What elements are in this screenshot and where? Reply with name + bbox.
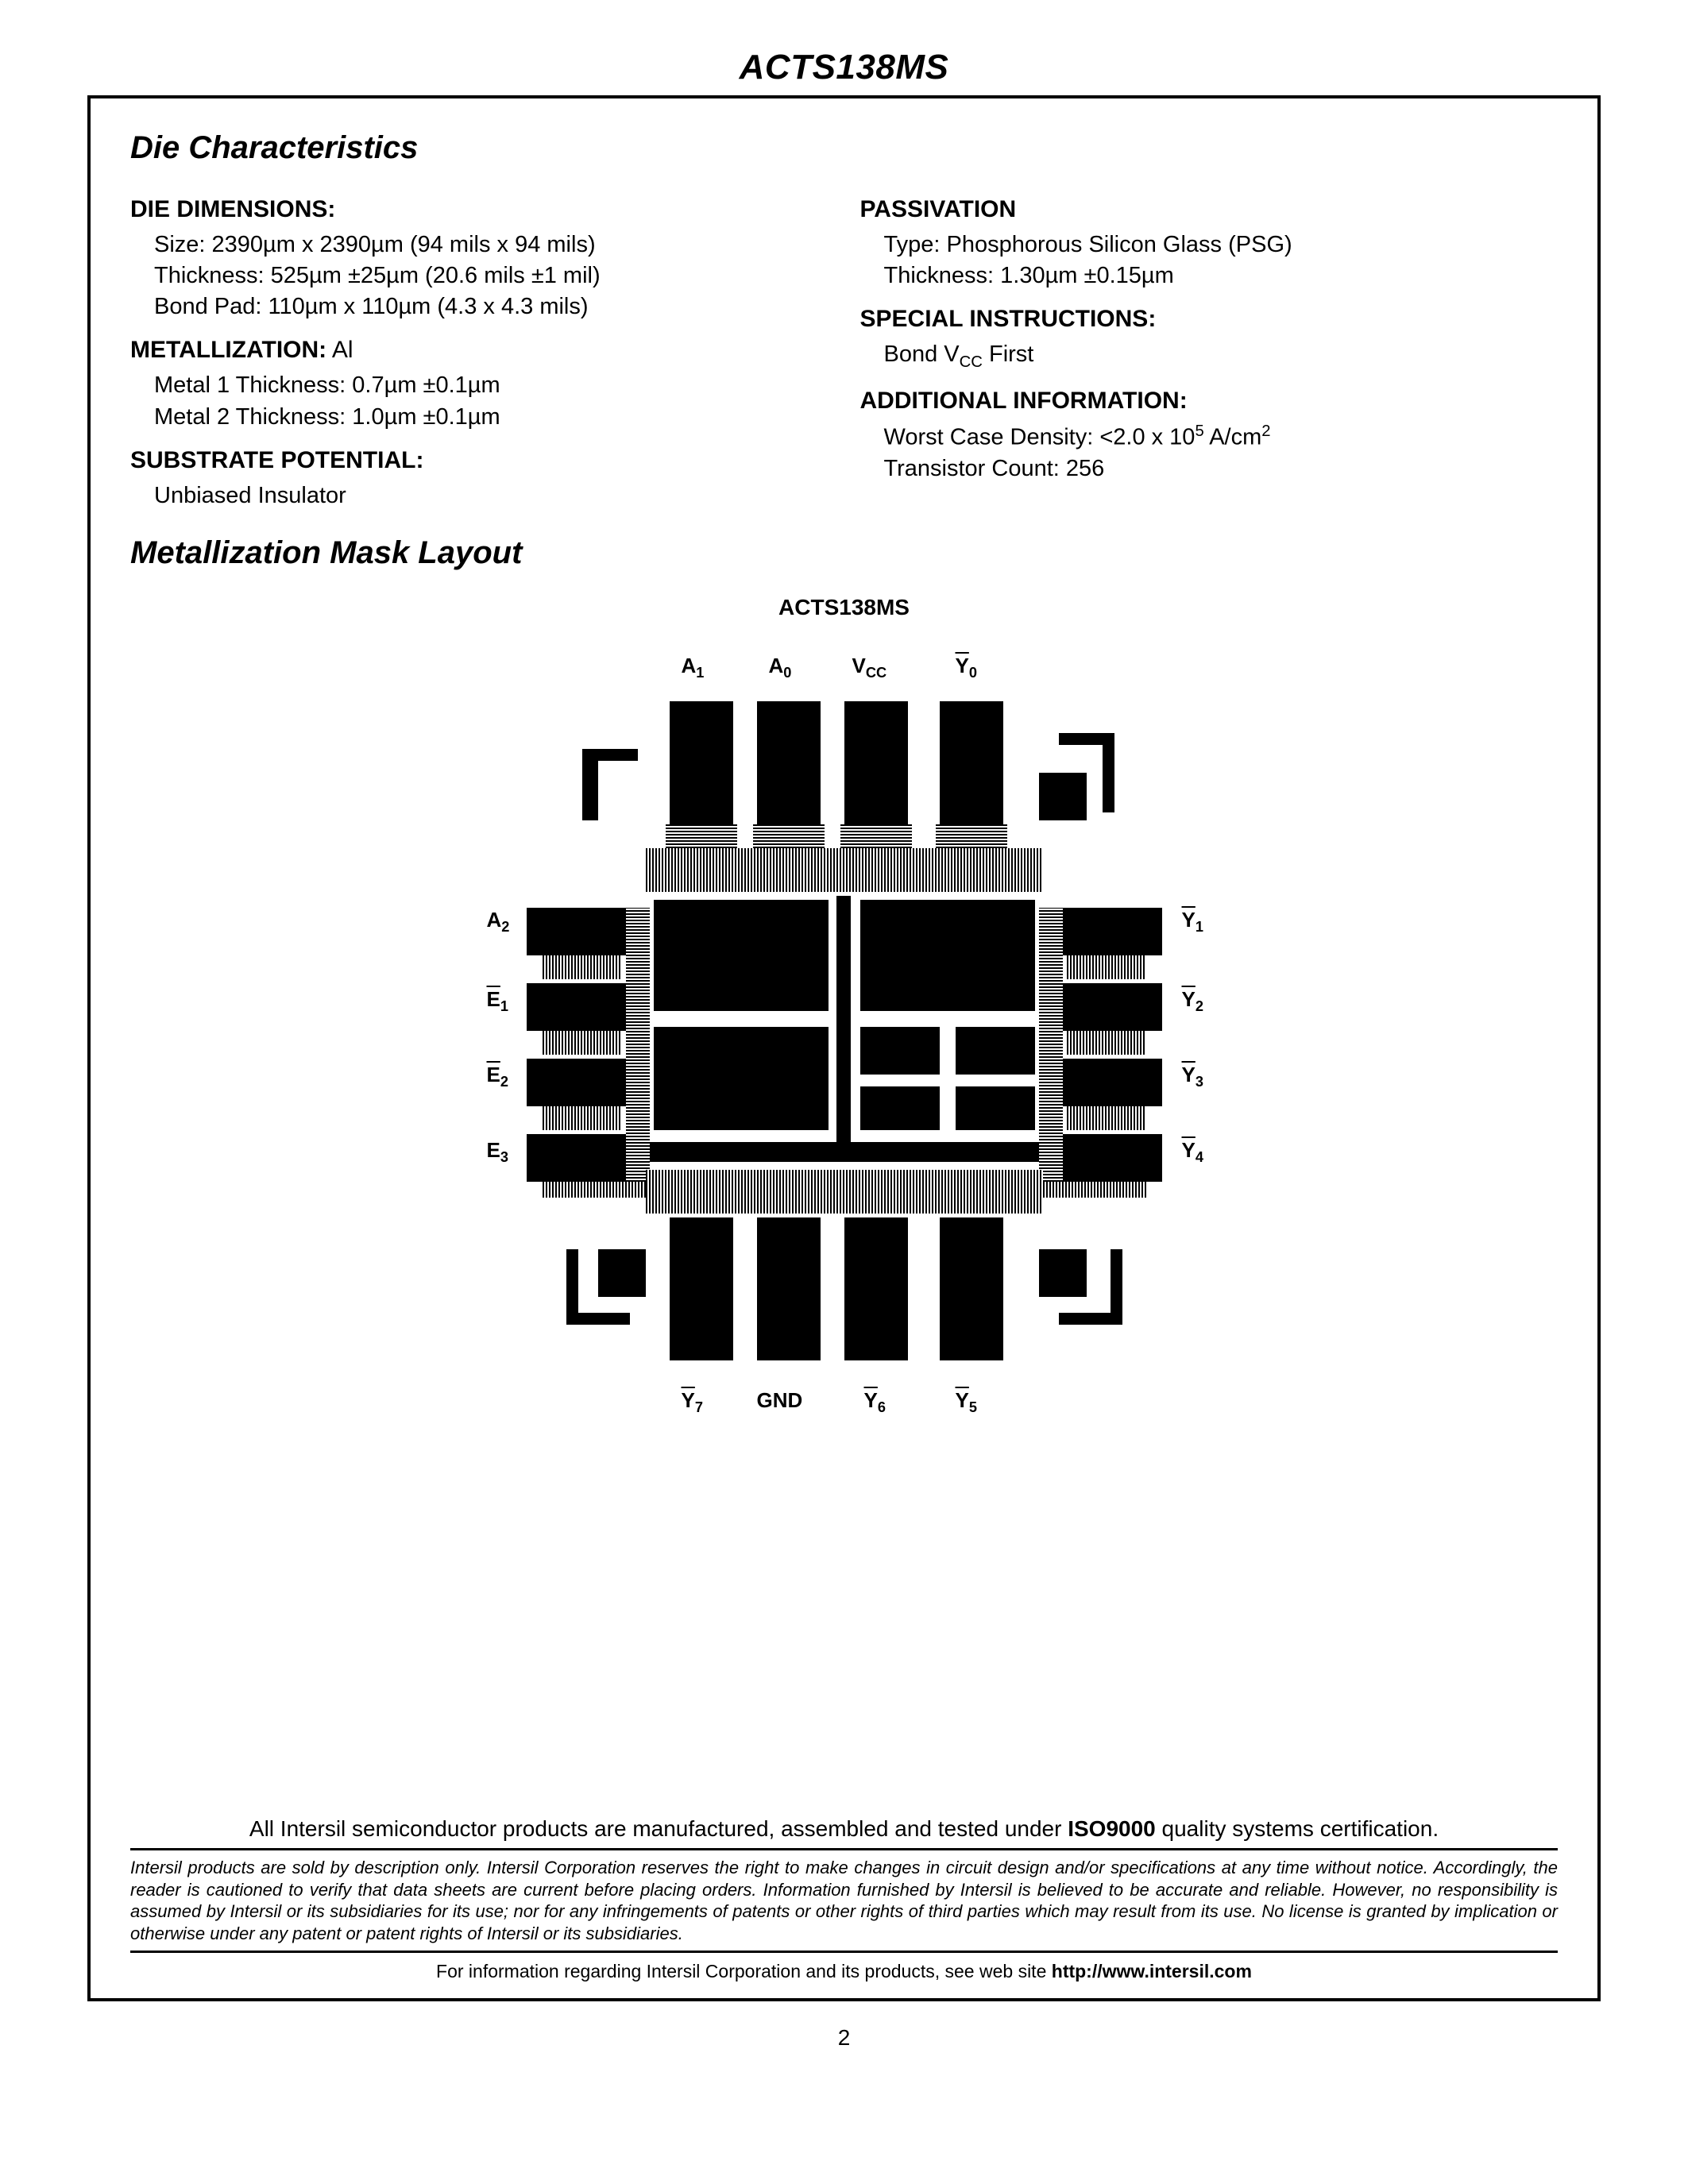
pad-label-e1: E1 — [487, 987, 508, 1015]
website-url: http://www.intersil.com — [1052, 1961, 1252, 1981]
pad-label-y5: Y5 — [956, 1388, 977, 1416]
pad-label-y4: Y4 — [1182, 1138, 1203, 1166]
passivation-body: Type: Phosphorous Silicon Glass (PSG) Th… — [884, 230, 1559, 291]
die-body — [550, 701, 1138, 1352]
a1-letter: A — [682, 654, 697, 677]
additional-info-body: Worst Case Density: <2.0 x 105 A/cm2 Tra… — [884, 421, 1559, 484]
footer-area: All Intersil semiconductor products are … — [130, 1816, 1558, 1982]
page-number: 2 — [87, 2025, 1601, 2051]
pad-label-y0: Y0 — [956, 654, 977, 681]
density-sup2: 2 — [1261, 423, 1270, 440]
passivation-thickness: Thickness: 1.30µm ±0.15µm — [884, 263, 1174, 288]
e2-sub: 2 — [500, 1074, 508, 1090]
die-dimensions-heading: DIE DIMENSIONS: — [130, 196, 829, 223]
pad-label-a0: A0 — [769, 654, 792, 681]
y6-sub: 6 — [878, 1399, 886, 1415]
y5-sub: 5 — [969, 1399, 977, 1415]
a0-letter: A — [769, 654, 784, 677]
y0-sub: 0 — [969, 665, 977, 681]
metallization-label: METALLIZATION: — [130, 337, 326, 363]
pad-label-a2: A2 — [487, 908, 510, 936]
die-dim-thickness: Thickness: 525µm ±25µm (20.6 mils ±1 mil… — [154, 263, 601, 288]
die-layout-title: ACTS138MS — [130, 595, 1558, 620]
e1-sub: 1 — [500, 998, 508, 1014]
content-frame: Die Characteristics DIE DIMENSIONS: Size… — [87, 95, 1601, 2001]
pad-label-e2: E2 — [487, 1063, 508, 1090]
pad-label-gnd: GND — [757, 1388, 803, 1413]
disclaimer-text: Intersil products are sold by descriptio… — [130, 1850, 1558, 1953]
additional-info-heading: ADDITIONAL INFORMATION: — [860, 388, 1559, 415]
y7-letter: Y — [682, 1388, 695, 1412]
pad-label-y6: Y6 — [864, 1388, 886, 1416]
metallization-body: Metal 1 Thickness: 0.7µm ±0.1µm Metal 2 … — [154, 370, 829, 432]
die-figure: A1 A0 VCC Y0 A2 E1 E2 E3 Y1 Y2 Y3 Y4 Y7 … — [408, 630, 1281, 1424]
e3-letter: E — [487, 1138, 500, 1162]
iso-pre: All Intersil semiconductor products are … — [249, 1816, 1068, 1841]
bond-vcc-post: First — [983, 341, 1033, 367]
a2-letter: A — [487, 908, 502, 932]
pad-label-y7: Y7 — [682, 1388, 703, 1416]
pad-label-y1: Y1 — [1182, 908, 1203, 936]
right-column: PASSIVATION Type: Phosphorous Silicon Gl… — [860, 182, 1559, 511]
y2-sub: 2 — [1196, 998, 1203, 1014]
characteristics-columns: DIE DIMENSIONS: Size: 2390µm x 2390µm (9… — [130, 182, 1558, 511]
e1-letter: E — [487, 987, 500, 1011]
y4-letter: Y — [1182, 1138, 1196, 1162]
transistor-count: Transistor Count: 256 — [884, 456, 1105, 481]
y7-sub: 7 — [695, 1399, 703, 1415]
special-instructions-heading: SPECIAL INSTRUCTIONS: — [860, 306, 1559, 333]
density-mid: A/cm — [1204, 425, 1262, 450]
y1-sub: 1 — [1196, 919, 1203, 935]
a0-sub: 0 — [783, 665, 791, 681]
y1-letter: Y — [1182, 908, 1196, 932]
y6-letter: Y — [864, 1388, 878, 1412]
metal1-thickness: Metal 1 Thickness: 0.7µm ±0.1µm — [154, 372, 500, 398]
iso-post: quality systems certification. — [1156, 1816, 1439, 1841]
y3-sub: 3 — [1196, 1074, 1203, 1090]
metallization-heading: METALLIZATION: Al — [130, 337, 829, 364]
die-dim-bondpad: Bond Pad: 110µm x 110µm (4.3 x 4.3 mils) — [154, 294, 589, 319]
pad-label-y2: Y2 — [1182, 987, 1203, 1015]
iso-line: All Intersil semiconductor products are … — [130, 1816, 1558, 1850]
substrate-body: Unbiased Insulator — [154, 480, 829, 511]
passivation-heading: PASSIVATION — [860, 196, 1559, 223]
bond-vcc-pre: Bond V — [884, 341, 960, 367]
part-number-header: ACTS138MS — [87, 48, 1601, 87]
y4-sub: 4 — [1196, 1149, 1203, 1165]
special-instructions-body: Bond VCC First — [884, 339, 1559, 373]
die-dimensions-body: Size: 2390µm x 2390µm (94 mils x 94 mils… — [154, 230, 829, 322]
section-metallization-mask: Metallization Mask Layout — [130, 535, 1558, 571]
e3-sub: 3 — [500, 1149, 508, 1165]
pad-label-a1: A1 — [682, 654, 705, 681]
website-line: For information regarding Intersil Corpo… — [130, 1953, 1558, 1982]
density-pre: Worst Case Density: <2.0 x 10 — [884, 425, 1196, 450]
page: ACTS138MS Die Characteristics DIE DIMENS… — [0, 0, 1688, 2082]
passivation-type: Type: Phosphorous Silicon Glass (PSG) — [884, 232, 1292, 257]
vcc-sub: CC — [866, 665, 886, 681]
metal2-thickness: Metal 2 Thickness: 1.0µm ±0.1µm — [154, 404, 500, 430]
iso-bold: ISO9000 — [1068, 1816, 1156, 1841]
die-layout-wrap: ACTS138MS A1 A0 VCC Y0 A2 E1 E2 E3 Y1 Y2… — [130, 595, 1558, 1424]
section-die-characteristics: Die Characteristics — [130, 130, 1558, 166]
pad-label-y3: Y3 — [1182, 1063, 1203, 1090]
website-pre: For information regarding Intersil Corpo… — [436, 1961, 1052, 1981]
density-sup: 5 — [1195, 423, 1203, 440]
y3-letter: Y — [1182, 1063, 1196, 1086]
y0-letter: Y — [956, 654, 969, 677]
left-column: DIE DIMENSIONS: Size: 2390µm x 2390µm (9… — [130, 182, 829, 511]
die-dim-size: Size: 2390µm x 2390µm (94 mils x 94 mils… — [154, 232, 596, 257]
a1-sub: 1 — [696, 665, 704, 681]
pad-label-e3: E3 — [487, 1138, 508, 1166]
y5-letter: Y — [956, 1388, 969, 1412]
bond-vcc-sub: CC — [960, 353, 983, 371]
y2-letter: Y — [1182, 987, 1196, 1011]
pad-label-vcc: VCC — [852, 654, 887, 681]
substrate-value: Unbiased Insulator — [154, 483, 346, 508]
substrate-heading: SUBSTRATE POTENTIAL: — [130, 447, 829, 474]
e2-letter: E — [487, 1063, 500, 1086]
metallization-value: Al — [326, 337, 353, 363]
a2-sub: 2 — [501, 919, 509, 935]
vcc-letter: V — [852, 654, 866, 677]
